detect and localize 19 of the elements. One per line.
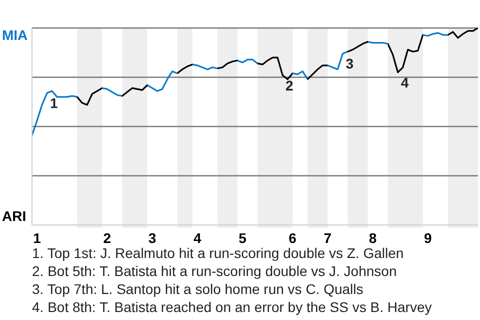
x-tick-label: 7 [324,230,332,246]
x-tick-label: 9 [424,230,432,246]
x-tick-label: 3 [148,230,156,246]
text: 2. Bot 5th: T. Batista hit a run-scoring double vs J. Johnson [32,262,398,280]
x-tick-label: 5 [238,230,247,246]
annotation: 3 [346,56,354,72]
text: 4. Bot 8th: T. Batista reached on an error by the SS vs B. Harvey [32,298,432,316]
x-tick-label: 6 [288,230,297,246]
annotation: 2 [286,77,294,94]
text: MIA [2,27,28,43]
x-tick-label: 2 [103,230,112,246]
text: 1. Top 1st: J. Realmuto hit a run-scoring double vs Z. Gallen [32,245,404,261]
annotation: 4 [400,74,409,90]
text: 3. Top 7th: L. Santop hit a solo home run vs C. Qualls [32,280,364,298]
text: ARI [2,208,26,224]
x-tick-label: 1 [33,230,42,246]
x-tick-label: 8 [368,230,377,246]
annotation: 1 [50,95,58,112]
x-tick-label: 4 [193,230,202,246]
